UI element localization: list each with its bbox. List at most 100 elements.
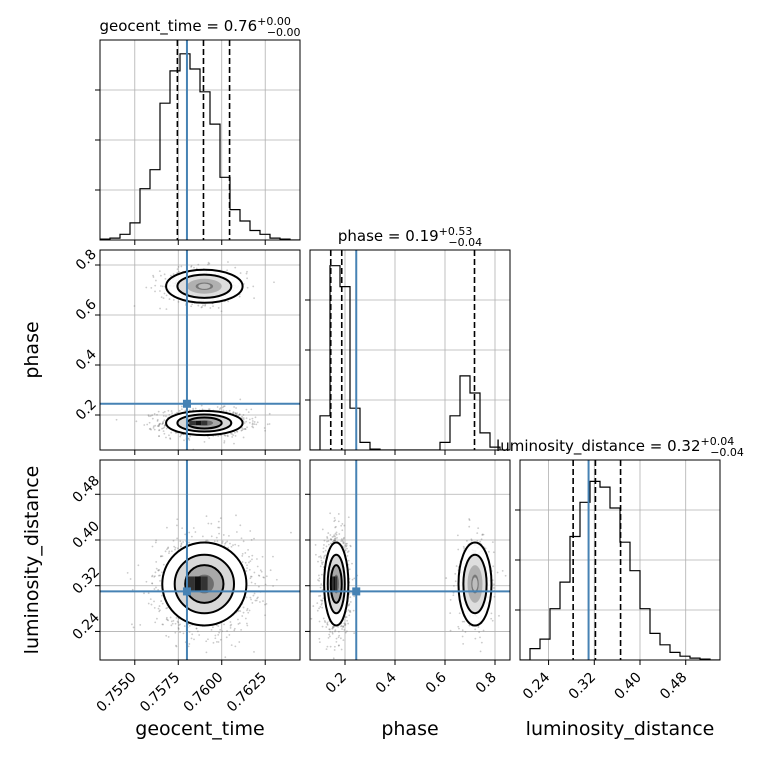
sample-point [344, 623, 347, 626]
sample-point [275, 578, 278, 581]
sample-point [221, 542, 224, 544]
sample-point [246, 277, 249, 280]
sample-point [218, 532, 220, 535]
sample-point [325, 648, 328, 651]
sample-point [326, 540, 328, 543]
sample-point [481, 534, 484, 536]
sample-point [216, 540, 219, 543]
sample-point [334, 539, 337, 542]
sample-point [250, 408, 253, 411]
sample-point [492, 583, 495, 586]
sample-point [170, 550, 173, 553]
sample-point [321, 563, 324, 566]
sample-point [180, 543, 183, 546]
xtick-label: 0.24 [520, 669, 553, 702]
sample-point [207, 261, 210, 264]
sample-point [329, 512, 332, 515]
sample-point [160, 274, 162, 277]
sample-point [333, 520, 336, 523]
sample-point [227, 300, 230, 303]
sample-point [162, 623, 164, 626]
sample-point [205, 515, 208, 518]
sample-point [178, 409, 181, 412]
sample-point [165, 427, 168, 430]
sample-point [219, 517, 222, 520]
sample-point [464, 631, 467, 633]
sample-point [253, 297, 255, 300]
yaxis-label-phase: phase [21, 321, 43, 378]
sample-point [152, 276, 155, 278]
sample-point [351, 562, 353, 565]
sample-point [479, 650, 482, 653]
sample-point [329, 645, 332, 648]
sample-point [347, 550, 350, 552]
sample-point [481, 533, 484, 536]
sample-point [340, 624, 343, 627]
sample-point [334, 629, 337, 631]
sample-point [165, 616, 168, 619]
sample-point [126, 572, 129, 574]
sample-point [227, 261, 229, 263]
sample-point [239, 524, 242, 527]
sample-point [146, 423, 149, 426]
sample-point [343, 622, 346, 625]
sample-point [177, 300, 180, 303]
sample-point [230, 545, 233, 548]
density-core [201, 420, 208, 426]
sample-point [244, 427, 247, 430]
sample-point [340, 538, 343, 541]
sample-point [445, 577, 448, 579]
sample-point [457, 625, 460, 628]
sample-point [320, 573, 323, 576]
sample-point [338, 634, 341, 637]
sample-point [335, 637, 338, 640]
sample-point [158, 423, 161, 425]
sample-point [249, 560, 252, 563]
contour-line [161, 541, 248, 627]
sample-point [325, 626, 328, 628]
sample-point [234, 266, 237, 269]
sample-point [168, 298, 171, 300]
panel-geocent_time-vs-luminosity_distance [100, 460, 300, 660]
sample-point [226, 540, 229, 543]
sample-point [465, 539, 468, 542]
sample-point [264, 583, 267, 586]
sample-point [183, 439, 185, 442]
sample-point [168, 550, 171, 553]
sample-point [241, 615, 244, 617]
sample-point [478, 631, 481, 633]
sample-point [332, 626, 335, 629]
sample-point [480, 538, 483, 541]
sample-point [143, 424, 146, 426]
sample-point [490, 612, 493, 615]
sample-point [228, 633, 231, 636]
sample-point [224, 541, 227, 544]
sample-point [154, 424, 157, 427]
sample-point [248, 568, 251, 571]
sample-point [162, 411, 165, 414]
sample-point [190, 637, 193, 640]
sample-point [245, 622, 248, 625]
sample-point [201, 408, 204, 411]
sample-point [208, 262, 211, 265]
sample-point [498, 614, 500, 617]
sample-point [251, 420, 254, 422]
sample-point [253, 421, 256, 423]
sample-point [339, 637, 342, 640]
sample-point [190, 535, 193, 538]
sample-point [192, 527, 195, 529]
sample-point [167, 547, 169, 550]
density-core [194, 576, 201, 592]
sample-point [491, 619, 494, 622]
sample-point [244, 561, 247, 564]
sample-point [205, 539, 208, 542]
sample-point [151, 574, 154, 577]
sample-point [153, 428, 156, 431]
sample-point [195, 627, 198, 630]
sample-point [335, 640, 338, 643]
sample-point [333, 539, 335, 542]
sample-point [246, 564, 248, 567]
sample-point [232, 544, 234, 547]
sample-point [224, 434, 227, 437]
density-core [331, 576, 334, 592]
